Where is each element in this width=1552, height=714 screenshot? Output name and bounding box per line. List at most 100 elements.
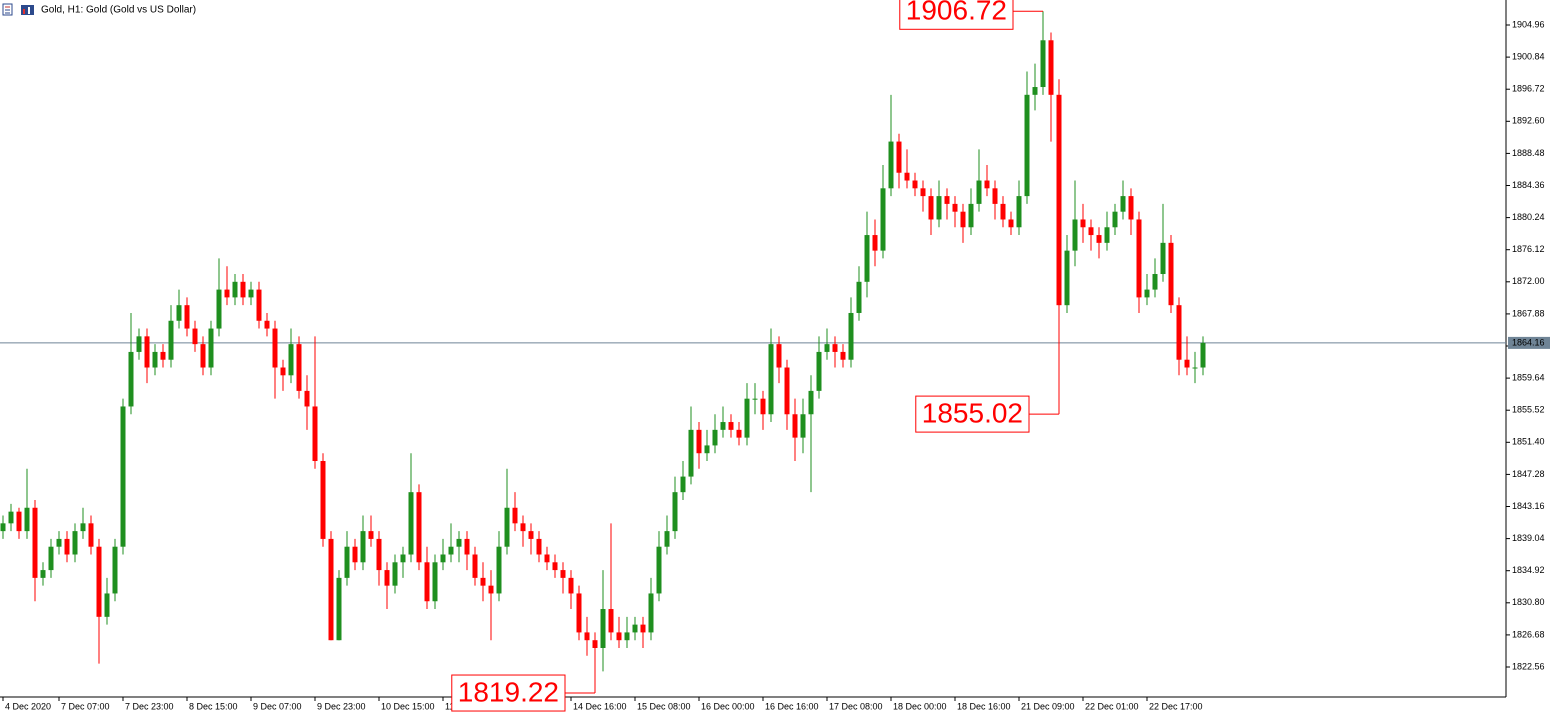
candle-body	[376, 538, 382, 571]
candle-body	[1120, 196, 1126, 212]
candle-body	[160, 351, 166, 360]
candle-body	[432, 562, 438, 602]
y-tick-label: 1834.92	[1512, 565, 1545, 575]
candle-body	[648, 593, 654, 633]
candle-body	[752, 398, 758, 400]
candle-body	[616, 632, 622, 641]
candle-body	[80, 523, 86, 532]
x-tick-label: 9 Dec 07:00	[253, 701, 302, 711]
candle-body	[784, 367, 790, 415]
candle-body	[192, 328, 198, 345]
candle-body	[1176, 305, 1182, 360]
y-tick-label: 1822.56	[1512, 661, 1545, 671]
candle-body	[992, 188, 998, 204]
candle-body	[392, 562, 398, 586]
candle-body	[640, 624, 646, 633]
candle-body	[552, 562, 558, 571]
candle-body	[1192, 367, 1198, 369]
candle-body	[272, 328, 278, 368]
candle-body	[744, 398, 750, 438]
candle-body	[488, 585, 494, 594]
candle-body	[672, 492, 678, 532]
candle-body	[120, 406, 126, 547]
y-tick-label: 1826.68	[1512, 629, 1545, 639]
candle-body	[216, 289, 222, 329]
candle-body	[128, 351, 134, 407]
candle-body	[1152, 274, 1158, 290]
annotation-label: 1906.72	[906, 0, 1007, 26]
candle-body	[864, 235, 870, 282]
candle-body	[168, 320, 174, 360]
y-tick-label: 1876.12	[1512, 244, 1545, 254]
candle-body	[24, 507, 30, 532]
candle-body	[144, 336, 150, 368]
candle-body	[584, 632, 590, 641]
candle-body	[624, 632, 630, 641]
candle-body	[104, 593, 110, 617]
candle-body	[800, 414, 806, 438]
annotation-box	[899, 0, 1014, 30]
x-tick-label: 4 Dec 2020	[5, 701, 51, 711]
x-tick-label: 10 Dec 15:00	[381, 701, 435, 711]
price-label-box	[1508, 336, 1550, 349]
candle-body	[400, 554, 406, 563]
annotation-label: 1855.02	[922, 397, 1023, 428]
candle-body	[896, 141, 902, 173]
candle-body	[200, 344, 206, 368]
candle-body	[288, 344, 294, 376]
candle-body	[320, 461, 326, 539]
candle-body	[928, 196, 934, 220]
candle-body	[984, 180, 990, 189]
candle-body	[1136, 219, 1142, 298]
candle-body	[344, 546, 350, 578]
candles	[0, 11, 1206, 694]
candle-body	[1008, 219, 1014, 228]
candle-body	[312, 406, 318, 462]
candle-body	[0, 523, 6, 532]
candle-body	[840, 351, 846, 360]
x-tick-label: 22 Dec 01:00	[1085, 701, 1139, 711]
y-tick-label: 1900.84	[1512, 51, 1545, 61]
x-tick-label: 14 Dec 16:00	[573, 701, 627, 711]
candle-body	[720, 422, 726, 430]
candle-body	[904, 172, 910, 181]
candle-body	[1144, 289, 1150, 298]
candle-body	[56, 538, 62, 547]
candle-body	[1168, 242, 1174, 306]
candle-body	[336, 577, 342, 641]
x-tick-label: 7 Dec 23:00	[125, 701, 174, 711]
candle-body	[328, 538, 334, 641]
candle-body	[232, 281, 238, 298]
y-tick-label: 1880.24	[1512, 212, 1545, 222]
candle-body	[184, 305, 190, 329]
candle-body	[1000, 203, 1006, 220]
candle-body	[576, 593, 582, 633]
candle-body	[520, 523, 526, 532]
candle-body	[448, 546, 454, 555]
candle-body	[832, 344, 838, 352]
candle-body	[1024, 94, 1030, 197]
candle-body	[1080, 219, 1086, 228]
symbol-icon	[2, 3, 34, 16]
candle-body	[1104, 227, 1110, 243]
x-tick-label: 18 Dec 00:00	[893, 701, 947, 711]
candle-body	[560, 570, 566, 578]
candle-body	[1160, 242, 1166, 275]
candle-body	[528, 531, 534, 539]
y-tick-label: 1904.96	[1512, 19, 1545, 29]
candle-body	[1048, 40, 1054, 95]
y-tick-label: 1847.28	[1512, 469, 1545, 479]
candle-body	[592, 640, 598, 648]
x-tick-label: 16 Dec 00:00	[701, 701, 755, 711]
candle-body	[856, 281, 862, 313]
candle-body	[976, 180, 982, 204]
candle-body	[408, 492, 414, 555]
candle-body	[32, 507, 38, 578]
y-tick-label: 1872.00	[1512, 276, 1545, 286]
candle-body	[848, 312, 854, 360]
candle-body	[808, 390, 814, 415]
candle-body	[664, 531, 670, 547]
candle-body	[1088, 227, 1094, 236]
candle-body	[712, 429, 718, 446]
candle-body	[920, 188, 926, 197]
